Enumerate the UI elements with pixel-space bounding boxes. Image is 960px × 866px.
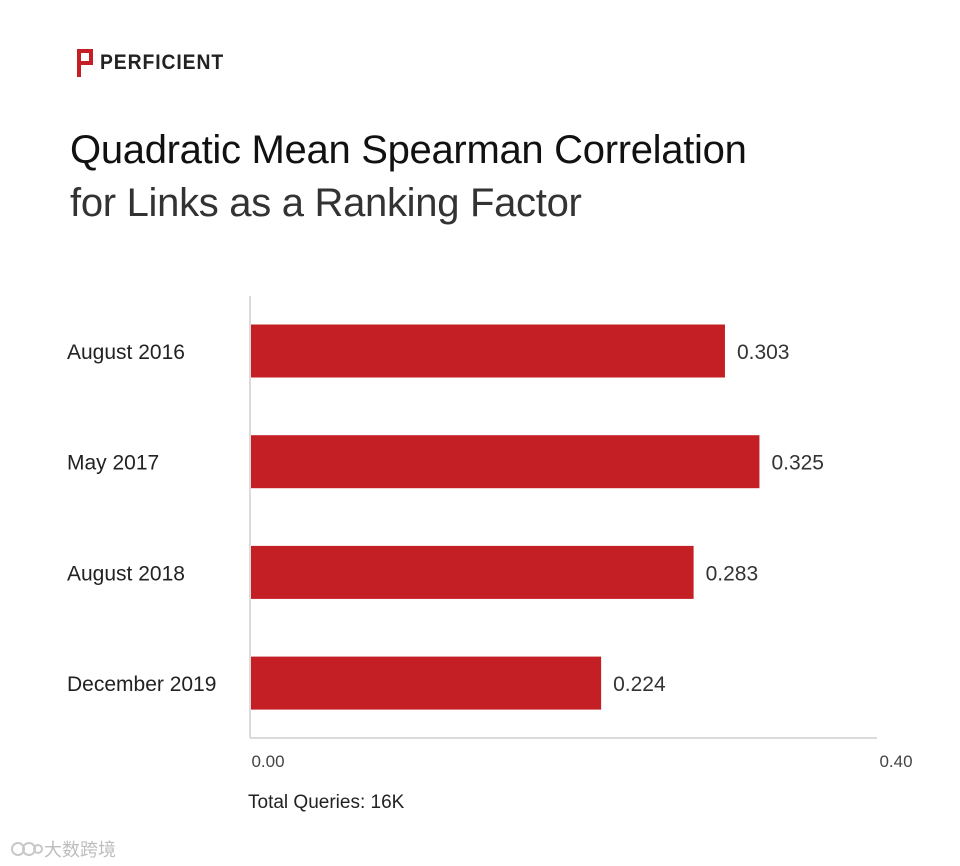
x-tick-label: 0.40 xyxy=(879,752,912,771)
data-label: 0.283 xyxy=(706,562,759,585)
bar xyxy=(251,435,760,489)
category-label: December 2019 xyxy=(67,673,216,696)
category-label: August 2018 xyxy=(67,562,185,585)
bar xyxy=(251,324,725,378)
bar xyxy=(251,545,694,599)
logo-text: PERFICIENT xyxy=(100,51,225,74)
watermark-text: 大数跨境 xyxy=(44,840,116,860)
perficient-logo: PERFICIENT xyxy=(77,48,235,78)
data-label: 0.325 xyxy=(771,452,824,475)
category-label: May 2017 xyxy=(67,452,159,475)
bar xyxy=(251,656,602,710)
data-label: 0.224 xyxy=(613,673,666,696)
category-label: August 2016 xyxy=(67,341,185,364)
data-label: 0.303 xyxy=(737,341,790,364)
chart-subtitle: for Links as a Ranking Factor xyxy=(70,181,582,225)
watermark: 大数跨境 xyxy=(10,836,116,862)
perficient-logo-mark-icon xyxy=(77,49,93,77)
total-queries-note: Total Queries: 16K xyxy=(248,792,405,813)
x-tick-label: 0.00 xyxy=(251,752,284,771)
chart-title: Quadratic Mean Spearman Correlation xyxy=(70,128,747,172)
watermark-logo-icon xyxy=(11,842,43,856)
